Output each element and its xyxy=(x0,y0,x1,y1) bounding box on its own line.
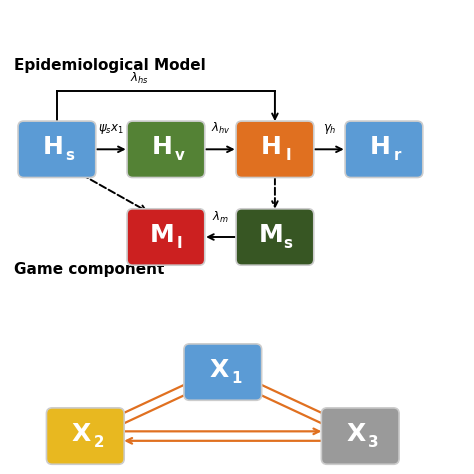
Text: H: H xyxy=(261,136,282,159)
Text: 3: 3 xyxy=(368,435,379,450)
FancyBboxPatch shape xyxy=(236,209,314,265)
Text: s: s xyxy=(66,148,74,164)
FancyBboxPatch shape xyxy=(127,121,205,178)
FancyBboxPatch shape xyxy=(236,121,314,178)
Text: 2: 2 xyxy=(93,435,104,450)
Text: Game component: Game component xyxy=(14,262,164,277)
FancyBboxPatch shape xyxy=(18,121,96,178)
Text: 1: 1 xyxy=(231,371,241,386)
Text: $\psi_s x_1$: $\psi_s x_1$ xyxy=(99,122,124,136)
Text: X: X xyxy=(210,358,228,382)
Text: H: H xyxy=(370,136,391,159)
Text: I: I xyxy=(285,148,291,164)
Text: $\gamma_h$: $\gamma_h$ xyxy=(323,122,336,136)
Text: Epidemiological Model: Epidemiological Model xyxy=(14,58,206,73)
Text: M: M xyxy=(259,223,283,247)
Text: $\lambda_m$: $\lambda_m$ xyxy=(212,210,229,225)
Text: X: X xyxy=(347,422,366,446)
FancyBboxPatch shape xyxy=(184,344,262,400)
FancyBboxPatch shape xyxy=(321,408,399,465)
FancyBboxPatch shape xyxy=(345,121,423,178)
Text: H: H xyxy=(43,136,64,159)
Text: s: s xyxy=(284,236,292,251)
Text: H: H xyxy=(152,136,173,159)
Text: r: r xyxy=(393,148,401,164)
Text: I: I xyxy=(176,236,182,251)
Text: $\lambda_{hs}$: $\lambda_{hs}$ xyxy=(130,71,149,86)
Text: $\lambda_{hv}$: $\lambda_{hv}$ xyxy=(210,121,230,136)
Text: M: M xyxy=(150,223,174,247)
Text: v: v xyxy=(174,148,184,164)
FancyBboxPatch shape xyxy=(46,408,124,465)
FancyBboxPatch shape xyxy=(127,209,205,265)
Text: X: X xyxy=(72,422,91,446)
